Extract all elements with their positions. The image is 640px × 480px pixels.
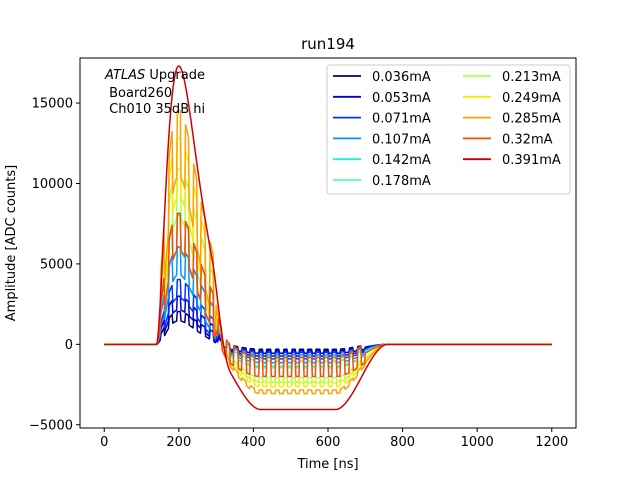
legend-label: 0.249mA — [502, 91, 561, 106]
x-tick-label: 1000 — [461, 435, 494, 450]
legend-label: 0.178mA — [372, 174, 431, 189]
y-tick-label: 5000 — [40, 257, 73, 272]
series-line-0.391mA — [104, 65, 552, 411]
x-tick-label: 600 — [316, 435, 341, 450]
legend-label: 0.071mA — [372, 112, 431, 127]
legend-label: 0.107mA — [372, 132, 431, 147]
legend-box — [326, 64, 571, 195]
series-layer — [104, 65, 552, 411]
annotation-atlas: ATLAS — [104, 68, 145, 83]
legend-label: 0.142mA — [372, 153, 431, 168]
chart-title: run194 — [301, 35, 355, 53]
annotation-upgrade: Upgrade — [145, 68, 205, 83]
annotation-line-1: ATLAS Upgrade — [104, 68, 205, 83]
annotation-line-2: Board260 — [105, 86, 172, 101]
legend: 0.036mA 0.053mA 0.071mA 0.107mA 0.142mA 0.178… — [326, 64, 571, 195]
atlas-annotation: ATLAS Upgrade Board260 Ch010 35dB hi — [104, 68, 205, 117]
annotation-line-3: Ch010 35dB hi — [105, 102, 205, 117]
x-tick-label: 800 — [390, 435, 415, 450]
legend-label: 0.036mA — [372, 70, 431, 85]
y-tick-label: −5000 — [29, 418, 73, 433]
legend-label: 0.213mA — [502, 70, 561, 85]
legend-label: 0.32mA — [502, 132, 553, 147]
legend-label: 0.285mA — [502, 112, 561, 127]
y-tick-label: 0 — [65, 338, 73, 353]
x-tick-label: 1200 — [535, 435, 568, 450]
x-tick-label: 0 — [100, 435, 108, 450]
x-tick-label: 200 — [166, 435, 191, 450]
x-axis: 0 200 400 600 800 1000 1200 — [100, 428, 568, 450]
y-axis: −5000 0 5000 10000 15000 — [29, 97, 80, 433]
y-axis-label: Amplitude [ADC counts] — [4, 165, 19, 321]
legend-label: 0.053mA — [372, 91, 431, 106]
y-tick-label: 15000 — [32, 97, 73, 112]
legend-label: 0.391mA — [502, 153, 561, 168]
x-axis-label: Time [ns] — [296, 457, 358, 472]
x-tick-label: 400 — [241, 435, 266, 450]
y-tick-label: 10000 — [32, 177, 73, 192]
